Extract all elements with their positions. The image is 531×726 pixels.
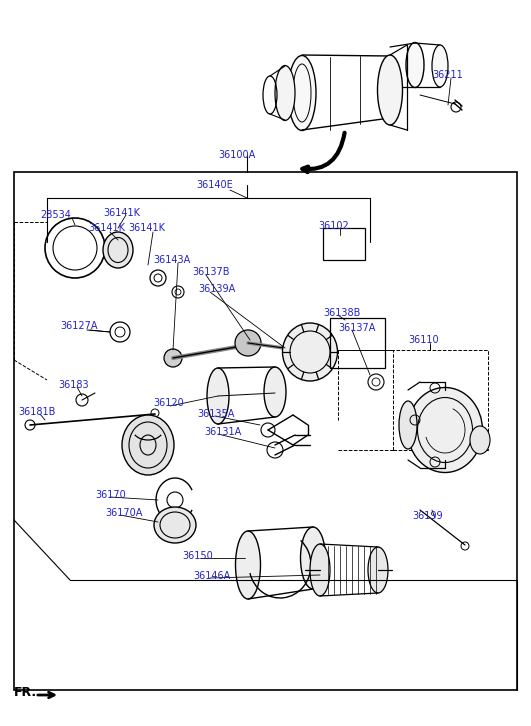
Text: 36181B: 36181B bbox=[18, 407, 55, 417]
Ellipse shape bbox=[301, 527, 326, 589]
Ellipse shape bbox=[379, 56, 401, 118]
Text: 36150: 36150 bbox=[182, 551, 213, 561]
Text: 36110: 36110 bbox=[408, 335, 439, 345]
Text: 36170A: 36170A bbox=[105, 508, 142, 518]
Ellipse shape bbox=[122, 415, 174, 475]
Circle shape bbox=[164, 349, 182, 367]
Ellipse shape bbox=[154, 507, 196, 543]
Text: 36139A: 36139A bbox=[198, 284, 235, 294]
Bar bbox=[393, 350, 488, 450]
Text: 36120: 36120 bbox=[153, 398, 184, 408]
Text: 36138B: 36138B bbox=[323, 308, 361, 318]
Circle shape bbox=[235, 330, 261, 356]
Text: 36183: 36183 bbox=[58, 380, 89, 390]
Text: 36143A: 36143A bbox=[153, 255, 190, 265]
Ellipse shape bbox=[406, 43, 424, 88]
Ellipse shape bbox=[275, 65, 295, 121]
Text: 36211: 36211 bbox=[432, 70, 463, 80]
Ellipse shape bbox=[207, 368, 229, 424]
Text: 36141K: 36141K bbox=[88, 223, 125, 233]
Text: 28534: 28534 bbox=[40, 210, 71, 220]
Text: 36146A: 36146A bbox=[193, 571, 230, 581]
Text: FR.: FR. bbox=[14, 685, 37, 698]
Text: 36102: 36102 bbox=[318, 221, 349, 231]
Bar bbox=[330, 318, 385, 368]
Bar bbox=[323, 228, 365, 260]
Ellipse shape bbox=[432, 45, 448, 87]
Ellipse shape bbox=[288, 55, 316, 131]
Ellipse shape bbox=[399, 401, 417, 449]
Text: 36140E: 36140E bbox=[196, 180, 233, 190]
Text: 36141K: 36141K bbox=[128, 223, 165, 233]
Ellipse shape bbox=[470, 426, 490, 454]
Ellipse shape bbox=[236, 531, 261, 599]
Bar bbox=[14, 172, 517, 690]
Text: 36137A: 36137A bbox=[338, 323, 375, 333]
Text: 36131A: 36131A bbox=[204, 427, 241, 437]
Ellipse shape bbox=[264, 367, 286, 417]
Ellipse shape bbox=[282, 323, 338, 381]
Ellipse shape bbox=[103, 232, 133, 268]
Text: 36141K: 36141K bbox=[103, 208, 140, 218]
Ellipse shape bbox=[407, 388, 483, 473]
Ellipse shape bbox=[310, 544, 330, 596]
Text: 36170: 36170 bbox=[95, 490, 126, 500]
Ellipse shape bbox=[368, 547, 388, 593]
Text: 36135A: 36135A bbox=[197, 409, 234, 419]
Text: 36127A: 36127A bbox=[60, 321, 98, 331]
Ellipse shape bbox=[378, 55, 402, 125]
Text: 36137B: 36137B bbox=[192, 267, 229, 277]
Text: 36100A: 36100A bbox=[218, 150, 255, 160]
Text: 36199: 36199 bbox=[412, 511, 443, 521]
